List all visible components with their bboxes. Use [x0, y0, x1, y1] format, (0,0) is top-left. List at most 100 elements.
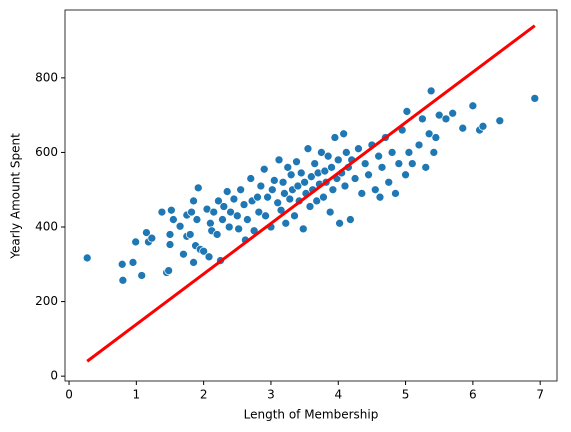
scatter-point: [82, 253, 92, 263]
y-tick-label: 600: [35, 145, 58, 159]
scatter-point: [298, 224, 308, 234]
scatter-point: [305, 202, 315, 211]
x-tick-label: 7: [536, 388, 544, 402]
scatter-point: [303, 144, 313, 154]
scatter-point: [468, 101, 478, 111]
scatter-point: [118, 275, 128, 285]
scatter-point: [285, 194, 295, 204]
scatter-point: [165, 240, 175, 249]
x-tick-label: 6: [469, 388, 477, 402]
scatter-point: [224, 222, 234, 232]
scatter-point: [418, 114, 427, 124]
scatter-point: [339, 129, 348, 139]
scatter-point: [530, 94, 540, 103]
scatter-point: [350, 174, 360, 183]
scatter-point: [429, 148, 439, 157]
x-tick-label: 5: [402, 388, 410, 402]
scatter-point: [384, 177, 394, 187]
scatter-point: [234, 224, 243, 234]
scatter-point: [189, 258, 198, 267]
scatter-point: [293, 181, 303, 191]
scatter-point: [394, 159, 404, 168]
x-tick-label: 1: [133, 388, 141, 402]
scatter-point: [226, 207, 235, 217]
x-axis-label: Length of Membership: [244, 408, 379, 422]
scatter-point: [335, 218, 344, 228]
scatter-point: [333, 155, 343, 165]
scatter-point: [117, 259, 127, 269]
scatter-point: [175, 221, 185, 231]
scatter-point: [312, 196, 322, 206]
scatter-point: [421, 162, 431, 172]
scatter-point: [478, 121, 488, 131]
scatter-point: [404, 148, 414, 157]
x-tick-label: 0: [65, 388, 73, 402]
scatter-point: [256, 181, 266, 191]
scatter-point: [259, 164, 269, 174]
scatter-point: [166, 205, 176, 215]
scatter-point: [193, 183, 203, 193]
scatter-point: [246, 174, 256, 183]
scatter-point: [280, 189, 289, 198]
scatter-point: [387, 148, 397, 157]
y-tick-label: 400: [35, 220, 58, 234]
scatter-point: [441, 114, 451, 124]
scatter-point: [360, 159, 370, 168]
scatter-point: [317, 148, 326, 157]
scatter-point: [263, 192, 272, 202]
scatter-point: [222, 187, 232, 196]
scatter-point: [278, 177, 288, 187]
scatter-point: [218, 215, 227, 224]
scatter-point: [341, 148, 351, 157]
scatter-point: [192, 215, 202, 224]
scatter-point: [323, 151, 333, 161]
scatter-point: [243, 215, 252, 224]
scatter-point: [320, 166, 330, 176]
scatter-point: [229, 194, 239, 204]
scatter-point: [212, 230, 222, 239]
scatter-point: [206, 218, 215, 228]
scatter-point: [292, 157, 301, 167]
scatter-point: [327, 162, 336, 172]
scatter-point: [328, 185, 338, 195]
scatter-point: [253, 192, 262, 202]
scatter-point: [261, 211, 270, 221]
scatter-point: [306, 172, 316, 182]
scatter-point: [375, 192, 385, 202]
scatter-point: [189, 196, 198, 206]
y-axis-label: Yearly Amount Spent: [9, 133, 23, 260]
scatter-point: [236, 185, 246, 195]
scatter-point: [431, 133, 441, 142]
scatter-point: [300, 177, 309, 187]
x-tick-label: 2: [200, 388, 208, 402]
scatter-point: [281, 218, 291, 228]
scatter-point: [434, 110, 444, 120]
scatter-point: [199, 246, 208, 256]
y-tick-label: 0: [50, 369, 58, 383]
scatter-point: [131, 237, 141, 247]
scatter-point: [402, 107, 412, 116]
scatter-point: [290, 211, 299, 221]
scatter-point: [370, 185, 380, 195]
scatter-point: [325, 207, 335, 217]
scatter-point: [377, 162, 387, 172]
scatter-point: [179, 249, 188, 259]
y-tick-label: 800: [35, 70, 58, 84]
scatter-point: [165, 230, 175, 239]
scatter-point: [310, 159, 320, 168]
scatter-point: [274, 155, 284, 165]
scatter-point: [495, 116, 505, 126]
scatter-point: [364, 170, 373, 180]
scatter-point: [185, 230, 195, 239]
x-tick-label: 3: [267, 388, 275, 402]
scatter-point: [391, 189, 400, 198]
scatter-point: [187, 207, 196, 217]
scatter-point: [157, 207, 167, 217]
scatter-point: [232, 211, 242, 221]
scatter-point: [128, 258, 138, 267]
scatter-point: [254, 207, 264, 217]
scatter-point: [407, 159, 417, 168]
scatter-point: [209, 207, 219, 217]
scatter-point: [346, 215, 355, 224]
